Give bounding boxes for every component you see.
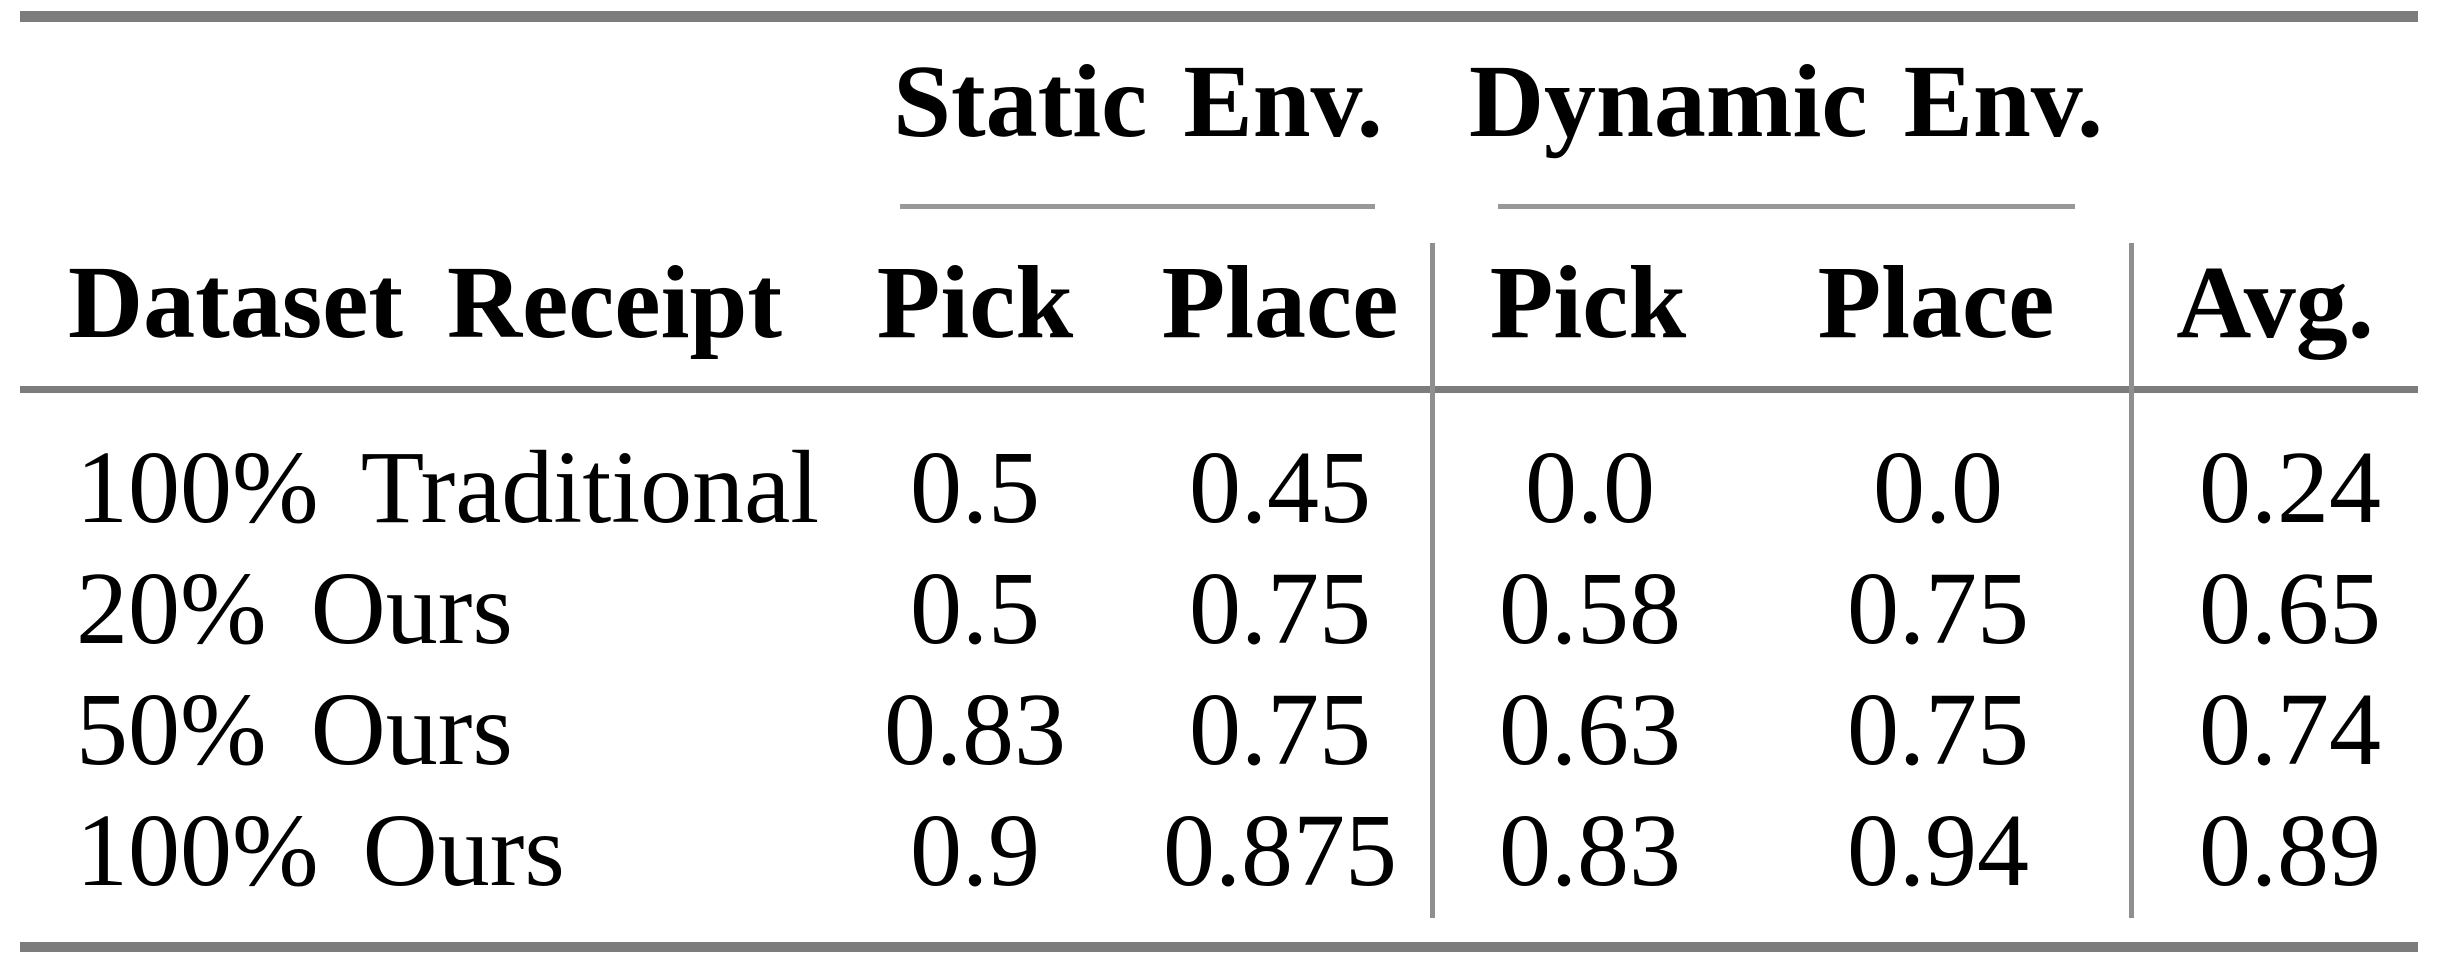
cell-static-pick: 0.83 <box>884 672 1066 787</box>
cell-avg: 0.89 <box>2199 793 2381 908</box>
cell-avg: 0.24 <box>2199 430 2381 545</box>
row-label: 100% Traditional <box>76 430 820 545</box>
column-separator-1 <box>1430 243 1435 918</box>
cell-avg: 0.74 <box>2199 672 2381 787</box>
cell-dynamic-pick: 0.83 <box>1499 793 1681 908</box>
row-label: 50% Ours <box>76 672 513 787</box>
static-env-underline <box>900 204 1375 209</box>
table-header-rule <box>20 386 2418 393</box>
row-label: 100% Ours <box>76 793 565 908</box>
column-header-dataset-receipt: Dataset Receipt <box>68 245 782 360</box>
column-header-dynamic-pick: Pick <box>1489 245 1687 360</box>
column-header-dynamic-place: Place <box>1817 245 2055 360</box>
column-header-avg: Avg. <box>2176 245 2374 360</box>
cell-avg: 0.65 <box>2199 551 2381 666</box>
cell-dynamic-place: 0.75 <box>1847 672 2029 787</box>
cell-dynamic-place: 0.75 <box>1847 551 2029 666</box>
table-bottom-rule <box>20 942 2418 952</box>
column-header-static-pick: Pick <box>876 245 1074 360</box>
cell-dynamic-pick: 0.63 <box>1499 672 1681 787</box>
cell-static-place: 0.75 <box>1189 551 1371 666</box>
cell-static-pick: 0.9 <box>910 793 1040 908</box>
cell-dynamic-pick: 0.58 <box>1499 551 1681 666</box>
cell-dynamic-place: 0.0 <box>1873 430 2003 545</box>
row-label: 20% Ours <box>76 551 513 666</box>
cell-dynamic-place: 0.94 <box>1847 793 2029 908</box>
cell-static-place: 0.45 <box>1189 430 1371 545</box>
column-header-static-place: Place <box>1161 245 1399 360</box>
column-separator-2 <box>2129 243 2134 918</box>
cell-static-place: 0.875 <box>1163 793 1397 908</box>
cell-static-pick: 0.5 <box>910 430 1040 545</box>
cell-static-place: 0.75 <box>1189 672 1371 787</box>
group-header-static-env: Static Env. <box>893 44 1383 159</box>
table-top-rule <box>20 11 2418 22</box>
dynamic-env-underline <box>1498 204 2075 209</box>
cell-dynamic-pick: 0.0 <box>1525 430 1655 545</box>
group-header-dynamic-env: Dynamic Env. <box>1468 44 2104 159</box>
cell-static-pick: 0.5 <box>910 551 1040 666</box>
